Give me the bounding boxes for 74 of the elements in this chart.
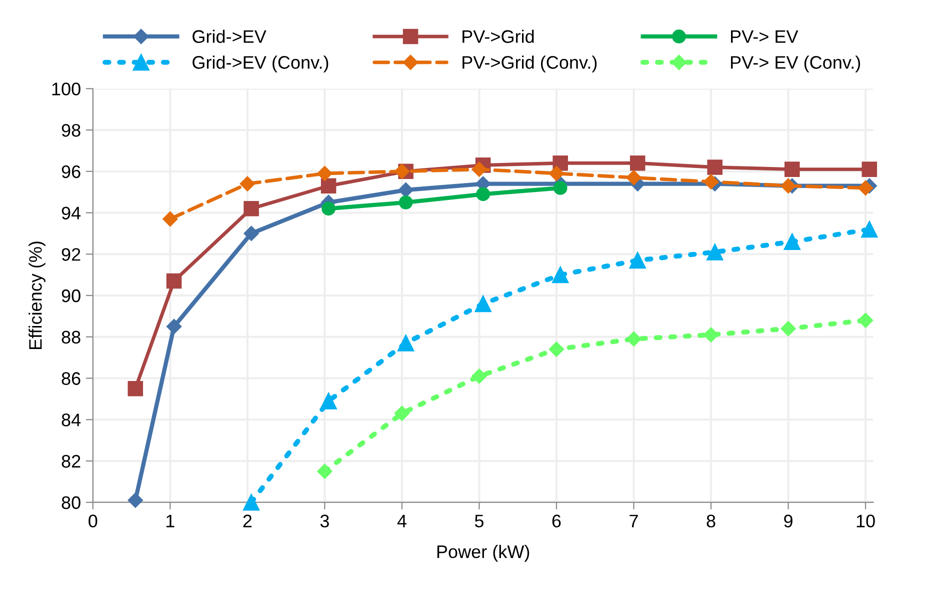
legend-label: PV->Grid (Conv.) <box>462 56 597 72</box>
point <box>706 244 724 260</box>
y-tick-label: 94 <box>62 206 81 220</box>
x-tick-label: 2 <box>243 514 252 528</box>
point <box>630 155 646 171</box>
point <box>784 162 800 177</box>
point <box>394 164 410 179</box>
point <box>858 312 874 328</box>
y-tick-label: 84 <box>62 414 81 426</box>
point <box>553 180 568 195</box>
point <box>703 174 719 190</box>
point <box>397 334 414 352</box>
point <box>317 166 332 182</box>
legend-label: Grid->EV <box>192 30 266 43</box>
point <box>162 211 178 227</box>
point <box>166 273 182 289</box>
point <box>472 162 487 177</box>
point <box>862 162 878 177</box>
point <box>476 187 490 202</box>
point <box>240 176 255 192</box>
y-tick-label: 86 <box>62 372 80 385</box>
point <box>244 226 259 242</box>
point <box>398 195 413 210</box>
x-tick-label: 4 <box>397 514 406 528</box>
x-tick-label: 3 <box>320 514 329 528</box>
x-tick-label: 6 <box>552 514 561 528</box>
y-tick-label: 88 <box>62 330 80 344</box>
legend-label: Grid->EV (Conv.) <box>192 56 328 72</box>
point <box>472 368 487 384</box>
point <box>320 392 337 410</box>
y-tick-label: 100 <box>52 82 80 96</box>
y-tick-label: 90 <box>62 289 80 302</box>
x-tick-label: 8 <box>706 514 716 528</box>
y-tick-label: 92 <box>62 248 80 261</box>
point <box>244 200 259 216</box>
point <box>861 220 878 238</box>
y-axis-title: Efficiency (%) <box>28 242 46 350</box>
point <box>242 494 260 511</box>
point <box>780 321 796 336</box>
x-tick-label: 10 <box>856 514 875 528</box>
point <box>398 182 414 198</box>
point <box>626 170 642 186</box>
point <box>474 295 492 312</box>
point <box>784 233 800 250</box>
point <box>320 178 336 194</box>
point <box>394 406 410 421</box>
point <box>703 327 719 342</box>
y-tick-label: 96 <box>62 165 80 178</box>
x-tick-label: 7 <box>630 514 638 528</box>
y-tick-label: 98 <box>62 124 80 137</box>
point <box>552 266 569 284</box>
point <box>548 342 564 357</box>
point <box>780 178 796 194</box>
point <box>552 155 568 171</box>
y-tick-label: 80 <box>62 496 80 510</box>
point <box>629 252 646 269</box>
point <box>707 160 723 175</box>
point <box>128 492 143 508</box>
point <box>166 318 182 334</box>
x-tick-label: 5 <box>474 514 484 528</box>
point <box>317 464 332 479</box>
x-axis-title: Power (kW) <box>437 544 530 562</box>
point <box>128 380 144 396</box>
legend-label: PV-> EV <box>731 30 798 43</box>
legend-label: PV->Grid <box>462 30 534 43</box>
point <box>858 180 874 196</box>
x-tick-label: 9 <box>784 514 792 528</box>
point <box>548 166 564 182</box>
point <box>322 202 336 216</box>
x-tick-label: 0 <box>88 514 98 528</box>
x-tick-label: 1 <box>166 514 174 528</box>
y-tick-label: 82 <box>62 454 80 468</box>
point <box>626 331 642 347</box>
legend-label: PV-> EV (Conv.) <box>731 56 860 72</box>
